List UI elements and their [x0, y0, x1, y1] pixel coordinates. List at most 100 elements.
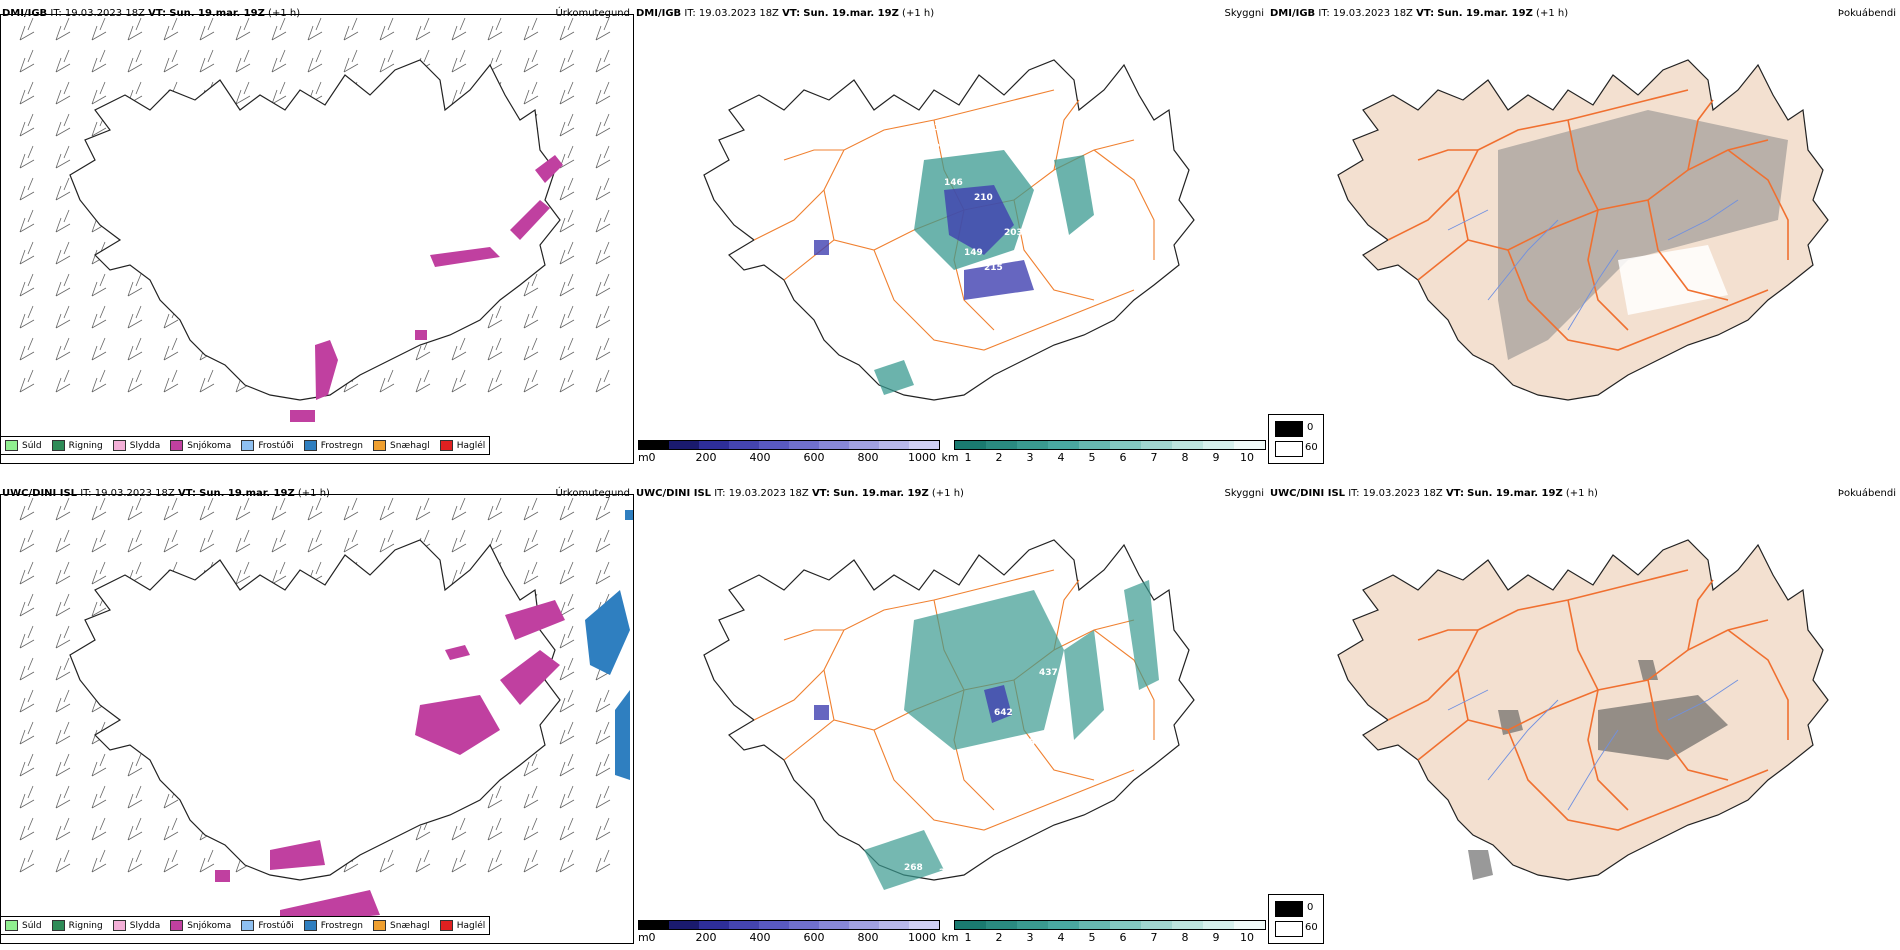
wind-barb	[91, 785, 107, 809]
visibility-value-label: 215	[984, 263, 1003, 273]
river	[1487, 699, 1559, 781]
wind-barb	[559, 337, 575, 361]
wind-barb	[559, 209, 575, 233]
legend-item: Frostúði	[241, 920, 294, 931]
wind-barb	[523, 753, 539, 777]
wind-barb	[559, 369, 575, 393]
wind-barb	[379, 369, 395, 393]
legend-item: Snæhagl	[373, 440, 430, 451]
wind-barb	[19, 657, 35, 681]
lead-offset: (+1 h)	[268, 8, 301, 19]
road	[1507, 249, 1769, 351]
glacier-area	[1618, 245, 1728, 315]
visibility-value-label: 240	[939, 868, 958, 878]
wind-barb	[559, 17, 575, 41]
wind-barb	[271, 81, 287, 105]
road	[873, 729, 1135, 831]
road	[1417, 149, 1478, 161]
visibility-value-label: 642	[994, 708, 1013, 718]
wind-barb	[307, 49, 323, 73]
wind-barb	[91, 497, 107, 521]
road	[1647, 679, 1729, 781]
wind-barb	[451, 369, 467, 393]
visibility-value-label: 203	[1004, 228, 1023, 238]
wind-barb	[379, 497, 395, 521]
visibility-colorbar-meters	[638, 440, 940, 450]
tick-label: 1	[964, 931, 972, 944]
visibility-labels: 437 642 579 188 572 57 268 240 82	[904, 668, 1147, 878]
freezing-rain-area	[585, 510, 633, 780]
colorbar-segment	[879, 441, 909, 449]
wind-barb	[19, 209, 35, 233]
init-time: 19.03.2023 18Z	[728, 488, 809, 499]
wind-barb	[19, 241, 35, 265]
wind-barb	[559, 817, 575, 841]
wind-barb	[595, 177, 611, 201]
wind-barb	[559, 305, 575, 329]
visibility-value-label: 131	[1054, 263, 1073, 273]
vt-label: VT:	[811, 488, 830, 499]
wind-barb	[199, 497, 215, 521]
very-low-visibility-area	[814, 185, 1034, 300]
lead-offset: (+1 h)	[931, 488, 964, 499]
wind-barb	[19, 753, 35, 777]
wind-barb	[127, 337, 143, 361]
wind-barb	[451, 497, 467, 521]
wind-barb	[235, 81, 251, 105]
road	[1647, 199, 1729, 301]
wind-barb	[19, 177, 35, 201]
colorbar-segment	[1017, 441, 1048, 449]
legend-label: Frostregn	[320, 440, 364, 451]
valid-time: Sun. 19.mar. 19Z	[169, 8, 265, 19]
wind-barb	[55, 529, 71, 553]
wind-barb	[19, 689, 35, 713]
road	[1053, 99, 1080, 171]
visibility-labels: 246 210 215 131 120 149 203 146 82 375 122 132	[934, 123, 1102, 273]
wind-barb	[595, 753, 611, 777]
precip-type-legend: Súld Rigning Slydda Snjókoma Frostúði Frostre…	[0, 916, 491, 935]
legend-label: Frostregn	[320, 920, 364, 931]
tick-label: 4	[1057, 451, 1065, 464]
road	[1507, 729, 1769, 831]
road	[1457, 89, 1689, 241]
wind-barb	[379, 849, 395, 873]
tick-label: 10	[1240, 451, 1254, 464]
road	[1387, 669, 1459, 721]
init-time: 19.03.2023 18Z	[698, 8, 779, 19]
wind-barb	[55, 113, 71, 137]
colorbar-segment	[1079, 921, 1110, 929]
colorbar-segment	[669, 921, 699, 929]
wind-barb	[163, 497, 179, 521]
fog-legend-max-label: 0	[1307, 902, 1314, 913]
it-label: IT:	[714, 488, 726, 499]
legend-swatch	[5, 920, 18, 931]
wind-barb	[451, 529, 467, 553]
fog-legend-swatch-min	[1275, 921, 1303, 937]
vt-label: VT:	[177, 488, 196, 499]
wind-barb	[595, 49, 611, 73]
panel-title: Þokuábendi	[1837, 8, 1896, 19]
visibility-value-label: 120	[1079, 123, 1098, 133]
wind-barb	[199, 529, 215, 553]
visibility-map: 246 210 215 131 120 149 203 146 82 375 122 132	[703, 59, 1195, 401]
very-low-visibility-area	[814, 685, 1012, 723]
river	[1447, 209, 1489, 231]
wind-barb	[559, 49, 575, 73]
wind-barb	[487, 849, 503, 873]
tick-label: 2	[995, 451, 1003, 464]
visibility-value-label: 268	[904, 863, 923, 873]
wind-barb	[55, 497, 71, 521]
colorbar-segment	[1141, 921, 1172, 929]
it-label: IT:	[1348, 488, 1360, 499]
wind-barb	[127, 497, 143, 521]
colorbar-segment	[986, 441, 1017, 449]
wind-barb	[595, 497, 611, 521]
valid-time: Sun. 19.mar. 19Z	[803, 8, 899, 19]
legend-item: Rigning	[51, 440, 103, 451]
tick-label: 0	[648, 451, 656, 464]
visibility-value-label: 57	[1134, 728, 1147, 738]
legend-item: Snjókoma	[170, 920, 231, 931]
lead-offset: (+1 h)	[297, 488, 330, 499]
wind-barb	[127, 305, 143, 329]
road	[1567, 599, 1599, 691]
